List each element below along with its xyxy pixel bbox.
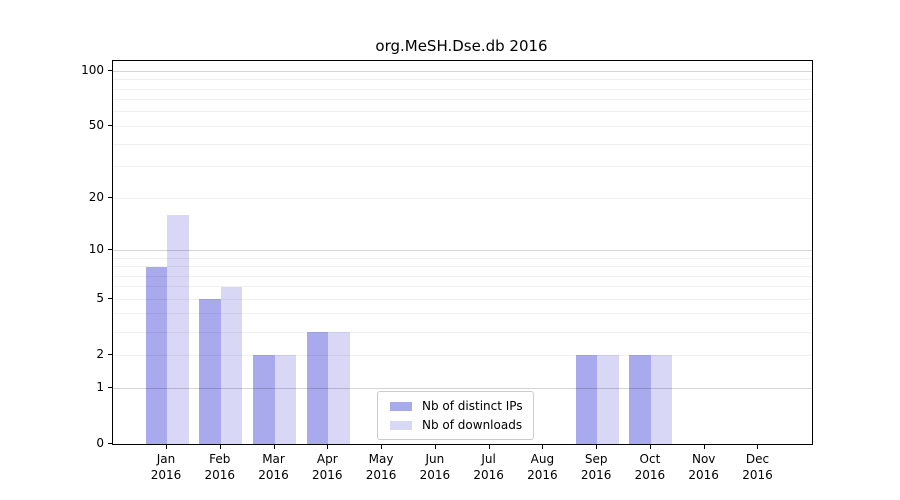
bar-distinct-ips-jan (145, 266, 167, 444)
gridline-6 (113, 286, 812, 288)
bar-downloads-feb (220, 286, 243, 444)
gridline-10 (113, 249, 812, 251)
x-axis-tick-mark (166, 445, 167, 449)
gridline-5 (113, 298, 812, 300)
x-axis-tick-label-sep: Sep 2016 (580, 452, 612, 482)
y-axis-tick-mark (108, 70, 112, 72)
x-axis-tick-label-jul: Jul 2016 (473, 452, 504, 482)
gridline-1 (113, 387, 812, 389)
gridline-4 (113, 313, 812, 315)
x-axis-tick-mark (273, 445, 275, 449)
bar-downloads-jan (167, 215, 189, 444)
gridline-7 (113, 275, 812, 277)
x-axis-tick-label-mar: Mar 2016 (258, 452, 289, 482)
legend: Nb of distinct IPs Nb of downloads (377, 391, 534, 440)
y-axis-tick-label-50: 50 (88, 118, 104, 133)
x-axis-tick-label-may: May 2016 (365, 452, 397, 482)
x-axis-tick-label-apr: Apr 2016 (312, 452, 343, 482)
x-axis-tick-label-jan: Jan 2016 (150, 452, 182, 482)
y-axis-tick-label-20: 20 (88, 190, 104, 205)
gridline-50 (113, 125, 812, 127)
x-axis-tick-mark (757, 445, 759, 449)
y-axis-tick-label-100: 100 (81, 63, 104, 78)
gridline-2 (113, 354, 812, 356)
bar-distinct-ips-mar (253, 355, 275, 444)
x-axis-tick-label-jun: Jun 2016 (419, 452, 451, 482)
y-axis-tick-label-2: 2 (96, 347, 104, 362)
grid-layer (113, 61, 812, 444)
x-axis-tick-mark (381, 445, 383, 449)
legend-row-downloads: Nb of downloads (390, 418, 523, 432)
x-axis-tick-label-dec: Dec 2016 (742, 452, 773, 482)
gridline-90 (113, 79, 812, 81)
bar-distinct-ips-feb (199, 299, 221, 444)
y-axis-tick-mark (108, 354, 112, 356)
legend-label-distinct-ips: Nb of distinct IPs (422, 399, 523, 413)
bar-downloads-sep (597, 355, 619, 444)
gridline-100 (113, 70, 812, 72)
gridline-9 (113, 257, 812, 259)
legend-row-distinct-ips: Nb of distinct IPs (390, 399, 523, 413)
bar-downloads-apr (328, 332, 350, 444)
legend-swatch-downloads (390, 420, 412, 430)
y-axis-tick-mark (108, 387, 112, 388)
plot-area: Nb of distinct IPs Nb of downloads (112, 60, 813, 445)
gridline-30 (113, 166, 812, 168)
y-axis-tick-label-1: 1 (96, 380, 104, 394)
bar-distinct-ips-apr (306, 332, 329, 444)
legend-label-downloads: Nb of downloads (422, 418, 523, 432)
gridline-80 (113, 88, 812, 90)
x-axis-tick-label-aug: Aug 2016 (527, 452, 558, 482)
x-axis-tick-mark (542, 445, 544, 449)
bars-layer (113, 61, 812, 444)
gridline-3 (113, 331, 812, 333)
legend-swatch-distinct-ips (390, 401, 412, 411)
y-axis-tick-label-0: 0 (96, 436, 104, 450)
chart-title: org.MeSH.Dse.db 2016 (375, 37, 548, 55)
y-axis-tick-mark (108, 443, 112, 444)
y-axis-tick-mark (108, 197, 112, 199)
gridline-8 (113, 266, 812, 267)
gridline-70 (113, 99, 812, 101)
x-axis-tick-label-oct: Oct 2016 (634, 452, 666, 482)
gridline-20 (113, 197, 812, 199)
x-axis-tick-mark (488, 445, 490, 449)
x-axis-tick-mark (434, 445, 436, 449)
y-axis-tick-mark (108, 298, 112, 300)
bar-downloads-mar (274, 355, 297, 444)
y-axis-tick-label-5: 5 (96, 291, 104, 306)
x-axis-tick-mark (327, 445, 329, 449)
x-axis-tick-mark (596, 445, 598, 449)
bar-downloads-oct (650, 355, 673, 444)
bar-distinct-ips-oct (629, 355, 651, 444)
bar-distinct-ips-sep (575, 355, 598, 444)
x-axis-tick-mark (703, 445, 705, 449)
gridline-40 (113, 143, 812, 145)
x-axis-tick-label-nov: Nov 2016 (688, 452, 719, 482)
x-axis-tick-mark (649, 445, 651, 449)
x-axis-tick-label-feb: Feb 2016 (204, 452, 236, 482)
y-axis-tick-mark (108, 125, 112, 127)
y-axis-tick-label-10: 10 (88, 242, 104, 257)
x-axis-tick-mark (219, 445, 221, 449)
gridline-60 (113, 111, 812, 113)
y-axis-tick-mark (108, 249, 112, 251)
